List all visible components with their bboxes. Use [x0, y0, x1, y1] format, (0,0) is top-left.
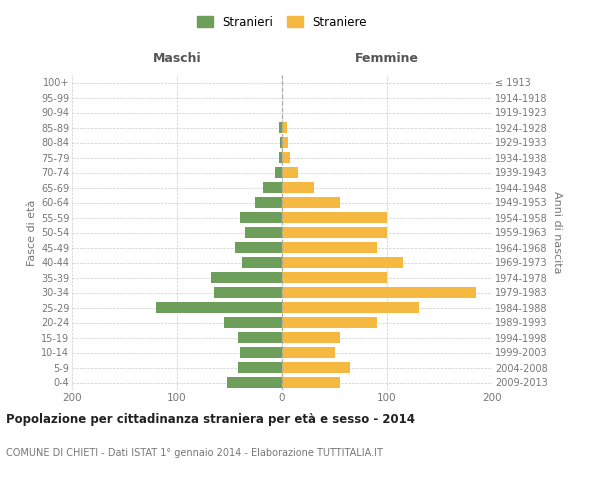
Bar [282, 317, 377, 328]
Y-axis label: Anni di nascita: Anni di nascita [551, 191, 562, 274]
Bar [282, 272, 387, 283]
Bar [282, 137, 289, 148]
Bar [254, 197, 282, 208]
Bar [280, 137, 282, 148]
Bar [214, 287, 282, 298]
Bar [282, 197, 340, 208]
Bar [282, 347, 335, 358]
Bar [279, 122, 282, 133]
Bar [282, 377, 340, 388]
Bar [282, 122, 287, 133]
Bar [282, 227, 387, 238]
Bar [282, 302, 419, 313]
Bar [245, 227, 282, 238]
Bar [238, 362, 282, 373]
Bar [279, 152, 282, 163]
Bar [282, 287, 476, 298]
Bar [263, 182, 282, 193]
Bar [282, 362, 350, 373]
Bar [282, 167, 298, 178]
Bar [240, 212, 282, 223]
Bar [282, 257, 403, 268]
Y-axis label: Fasce di età: Fasce di età [26, 200, 37, 266]
Bar [156, 302, 282, 313]
Legend: Stranieri, Straniere: Stranieri, Straniere [193, 11, 371, 34]
Bar [227, 377, 282, 388]
Text: COMUNE DI CHIETI - Dati ISTAT 1° gennaio 2014 - Elaborazione TUTTITALIA.IT: COMUNE DI CHIETI - Dati ISTAT 1° gennaio… [6, 448, 383, 458]
Bar [240, 347, 282, 358]
Bar [224, 317, 282, 328]
Bar [282, 332, 340, 343]
Text: Maschi: Maschi [152, 52, 202, 64]
Text: Popolazione per cittadinanza straniera per età e sesso - 2014: Popolazione per cittadinanza straniera p… [6, 412, 415, 426]
Bar [238, 332, 282, 343]
Bar [242, 257, 282, 268]
Bar [235, 242, 282, 253]
Bar [282, 242, 377, 253]
Bar [275, 167, 282, 178]
Text: Femmine: Femmine [355, 52, 419, 64]
Bar [282, 152, 290, 163]
Bar [282, 212, 387, 223]
Bar [282, 182, 314, 193]
Bar [211, 272, 282, 283]
